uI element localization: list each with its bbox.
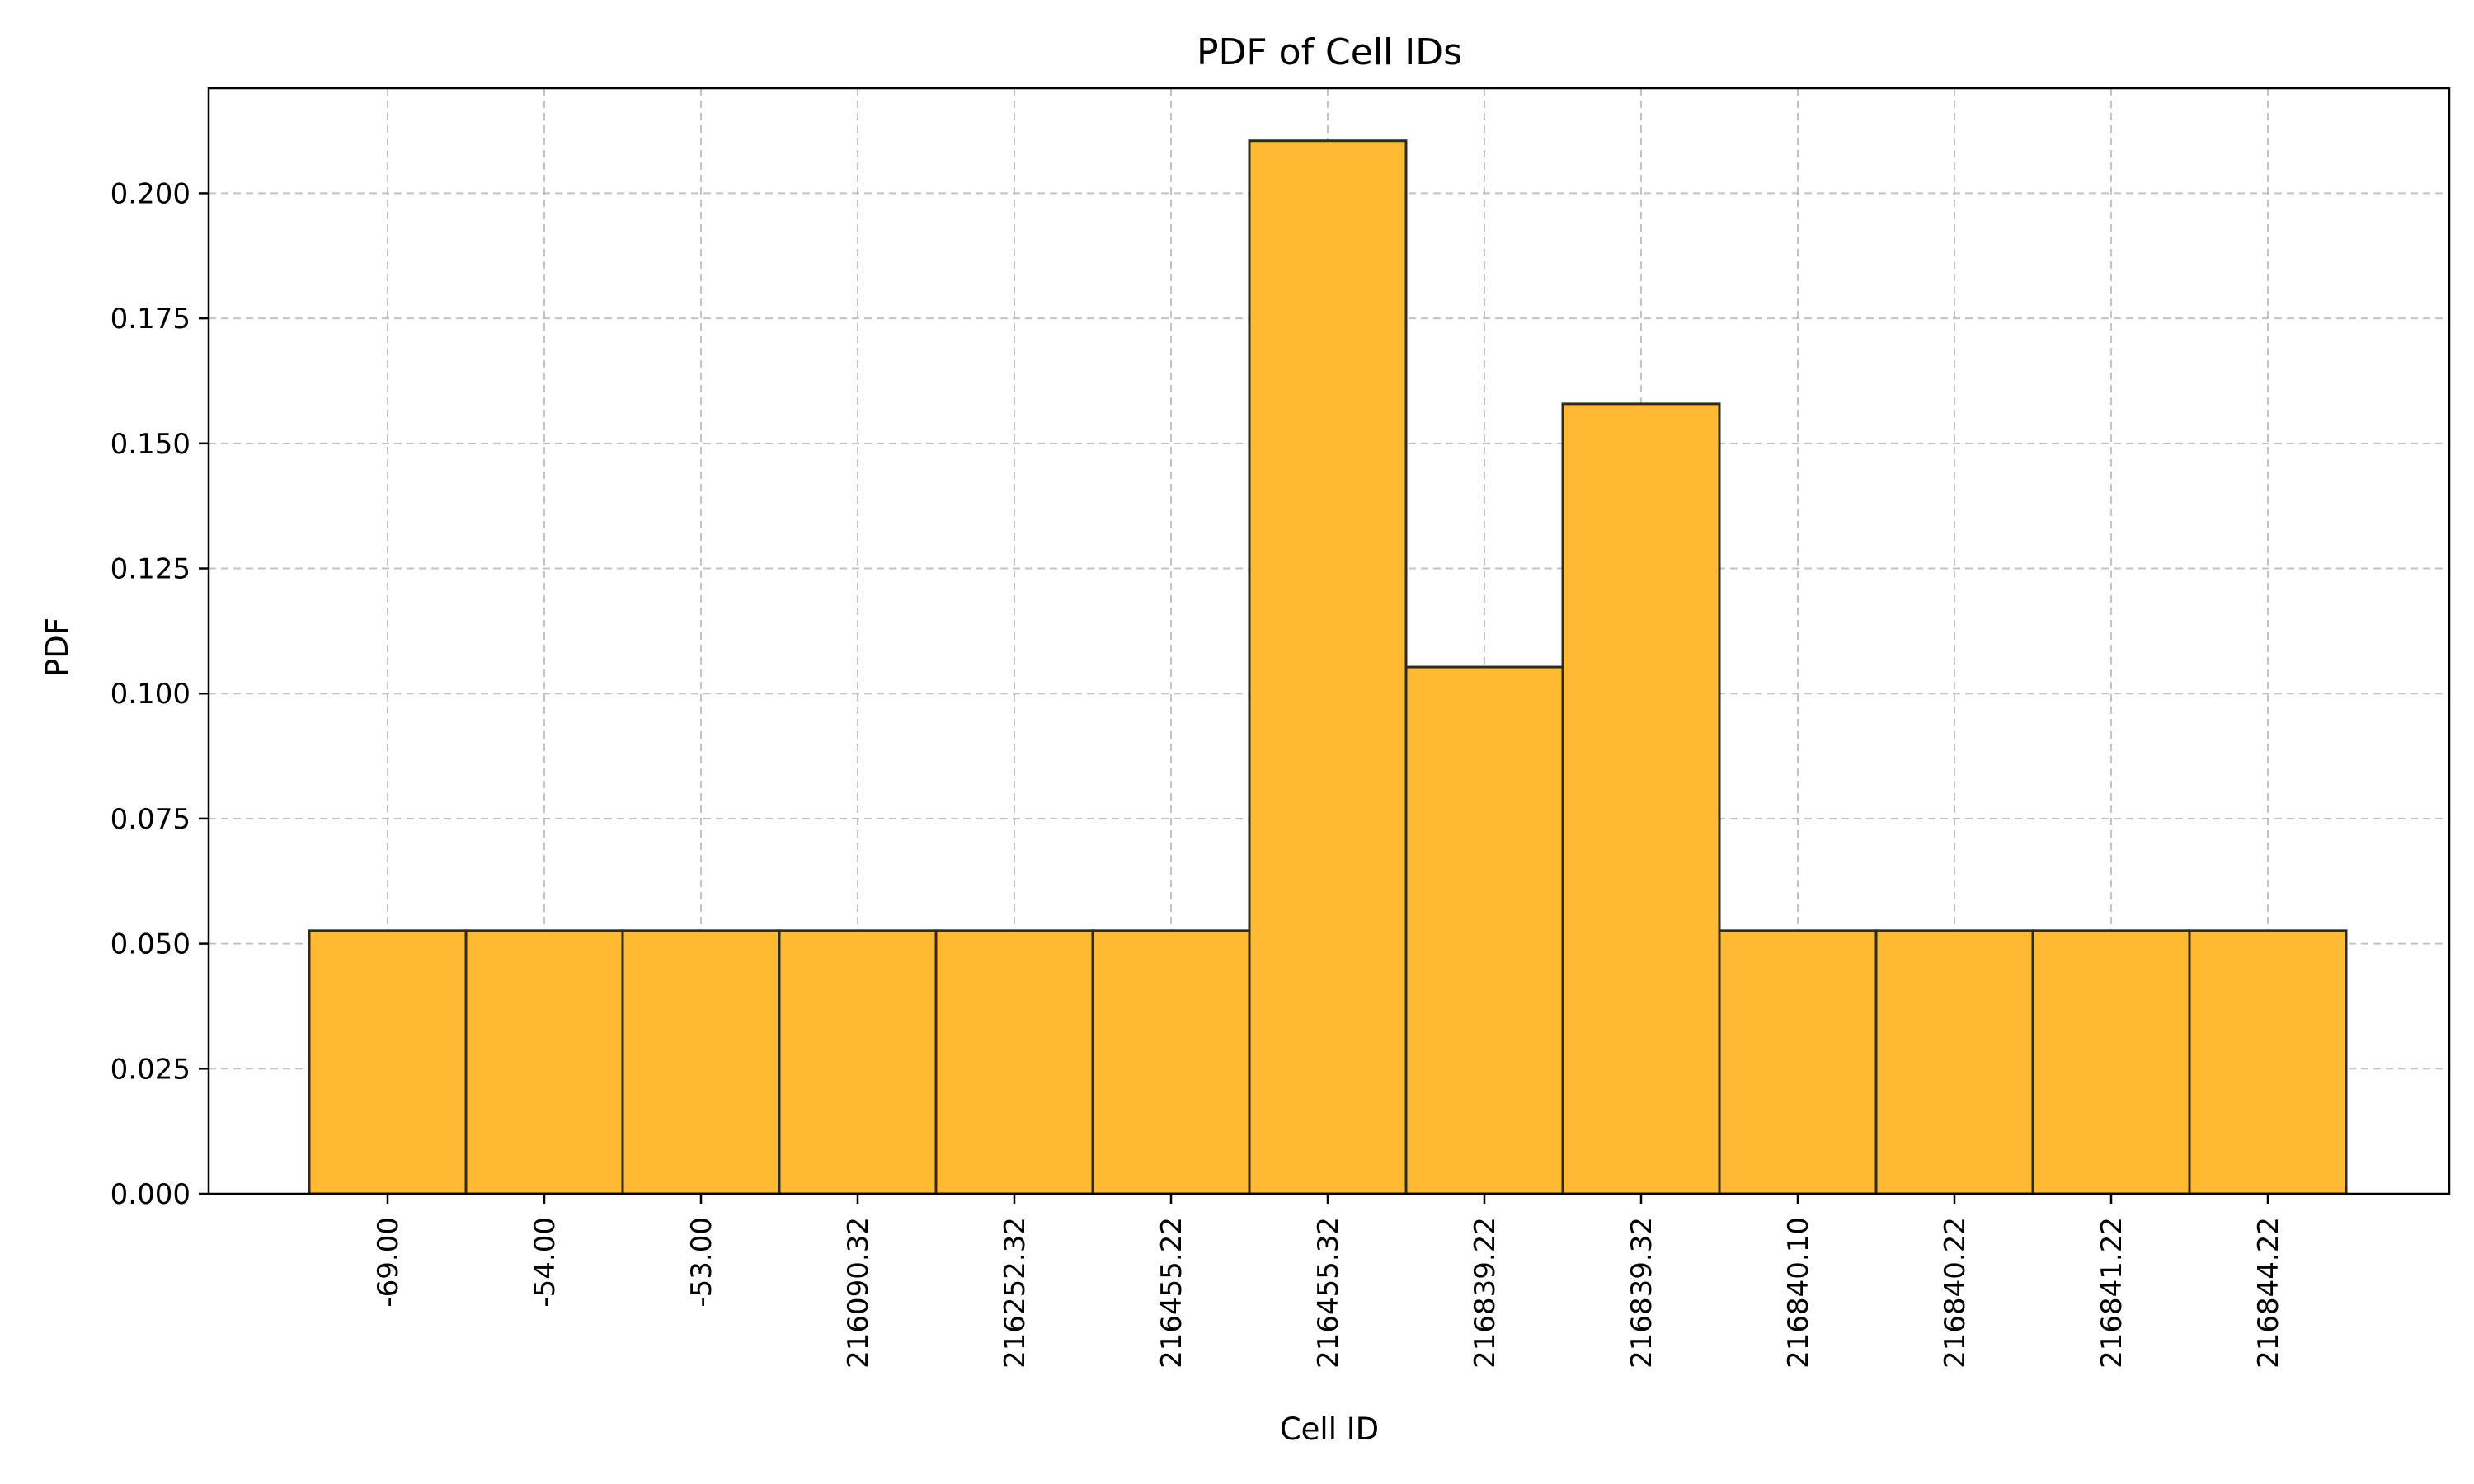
bar-216455.22 bbox=[1091, 929, 1251, 1195]
y-tick-label: 0.200 bbox=[111, 177, 190, 210]
x-tick-label: 216844.22 bbox=[2252, 1217, 2285, 1369]
x-axis-label: Cell ID bbox=[1280, 1411, 1379, 1447]
bar-216090.32 bbox=[778, 929, 938, 1195]
bar-216839.32 bbox=[1561, 402, 1721, 1195]
bars bbox=[308, 139, 2348, 1195]
bar-216840.22 bbox=[1874, 929, 2034, 1195]
chart-title: PDF of Cell IDs bbox=[1197, 31, 1462, 73]
x-tick-label: 216455.22 bbox=[1155, 1217, 1188, 1369]
x-tick-label: 216840.10 bbox=[1782, 1217, 1815, 1369]
y-axis-label: PDF bbox=[40, 618, 75, 677]
y-tick-label: 0.050 bbox=[111, 928, 190, 961]
bar-216844.22 bbox=[2188, 929, 2348, 1195]
x-tick-label: 216839.32 bbox=[1625, 1217, 1658, 1369]
x-tick-label: 216840.22 bbox=[1939, 1217, 1972, 1369]
plot-frame bbox=[207, 87, 2451, 1195]
x-tick-label: -54.00 bbox=[529, 1217, 562, 1308]
bar--54.00 bbox=[464, 929, 624, 1195]
y-tick-label: 0.150 bbox=[111, 428, 190, 461]
y-tick-label: 0.075 bbox=[111, 803, 190, 836]
bar-216455.32 bbox=[1248, 139, 1408, 1195]
axes: 0.000 0.025 0.050 0.075 0.100 0.125 0.150 0.175… bbox=[111, 87, 2451, 1369]
y-tick-label: 0.100 bbox=[111, 678, 190, 711]
y-tick-label: 0.000 bbox=[111, 1178, 190, 1211]
bar--53.00 bbox=[621, 929, 781, 1195]
bar-216252.32 bbox=[934, 929, 1094, 1195]
x-tick-label: -53.00 bbox=[685, 1217, 718, 1308]
x-tick-label: 216455.32 bbox=[1312, 1217, 1345, 1369]
x-tick-label: 216252.32 bbox=[999, 1217, 1032, 1369]
y-tick-label: 0.025 bbox=[111, 1053, 190, 1086]
x-tick-label: -69.00 bbox=[372, 1217, 405, 1308]
y-tick-label: 0.175 bbox=[111, 303, 190, 336]
bar-216840.10 bbox=[1718, 929, 1878, 1195]
bar--69.00 bbox=[308, 929, 468, 1195]
bar-216839.22 bbox=[1404, 665, 1564, 1195]
y-tick-label: 0.125 bbox=[111, 553, 190, 586]
x-tick-label: 216841.22 bbox=[2095, 1217, 2128, 1369]
x-tick-label: 216839.22 bbox=[1469, 1217, 1502, 1369]
bar-216841.22 bbox=[2031, 929, 2191, 1195]
x-tick-label: 216090.32 bbox=[842, 1217, 875, 1369]
